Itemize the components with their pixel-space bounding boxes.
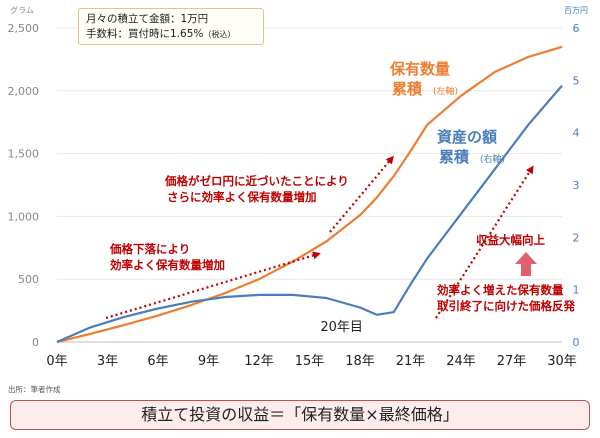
series-label-line1: 保有数量 [389,60,450,78]
annotation-arrows [105,155,537,320]
x-tick-label: 18年 [345,354,375,369]
series-label-line2: 累積 [439,148,470,166]
y-right-unit: 百万円 [564,6,588,15]
info-line-2-main: 手数料：買付時に1.65% [86,28,204,40]
x-tick-label: 3年 [97,354,118,369]
info-line-2: 手数料：買付時に1.65%（税込） [86,27,256,42]
up-arrow-icon [515,252,537,276]
info-line-1: 月々の積立て金額：1万円 [86,13,209,25]
dotted-arrow [329,155,394,233]
series-label-axis-note: (右軸) [480,153,505,165]
series-label-axis-note: (左軸) [433,85,458,97]
footer-formula: 積立て投資の収益＝「保有数量×最終価格」 [10,400,590,430]
series-label-line1: 資産の額 [437,128,497,146]
red-note-line1: 収益大幅向上 [476,233,545,247]
marker-label-20-years: 20年目 [320,320,363,335]
y-right-tick-label: 1 [573,284,580,297]
axes: 0 500 1,000 1,500 2,000 2,500 グラム 0 1 2 3 4 5 6 百万円 0年 3… [8,5,589,369]
x-tick-label: 9年 [198,354,219,369]
y-right-tick-label: 3 [573,179,580,192]
x-tick-label: 30年 [547,354,577,369]
source-note: 出所：筆者作成 [8,385,61,394]
x-tick-label: 15年 [295,354,325,369]
holdings-line [56,45,563,344]
x-tick-label: 24年 [446,354,476,369]
info-line-2-small: （税込） [203,30,236,39]
y-left-unit: グラム [10,5,34,15]
red-note-line1: 価格下落により [109,242,190,256]
info-box: 月々の積立て金額：1万円 手数料：買付時に1.65%（税込） [78,8,264,45]
x-tick-label: 0年 [46,354,67,369]
red-note-line2: 効率よく保有数量増加 [110,258,225,272]
y-left-tick-label: 1,500 [8,148,40,161]
x-tick-label: 21年 [396,354,426,369]
y-left-tick-label: 0 [32,336,39,349]
chart: 0 500 1,000 1,500 2,000 2,500 グラム 0 1 2 3 4 5 6 百万円 0年 3… [8,5,589,369]
y-right-tick-label: 5 [573,74,580,87]
dotted-arrow [105,251,321,320]
y-right-tick-label: 0 [573,336,580,349]
y-right-tick-label: 6 [573,22,580,35]
red-note-line1: 価格がゼロ円に近づいたことにより [164,174,349,188]
red-note-line2: さらに効率よく保有数量増加 [167,190,317,204]
series-label-line2: 累積 [392,80,423,98]
y-right-tick-label: 4 [573,127,580,140]
y-right-tick-label: 2 [573,231,580,244]
y-left-tick-label: 2,000 [8,85,40,98]
x-tick-label: 12年 [244,354,274,369]
y-left-tick-label: 500 [18,273,39,286]
red-note-line2: 取引終了に向けた価格反発 [437,299,575,313]
x-tick-label: 6年 [147,354,168,369]
red-note-line1: 効率よく増えた保有数量 [437,283,564,297]
asset-value-line [56,84,563,344]
x-tick-label: 27年 [497,354,527,369]
y-left-tick-label: 2,500 [8,22,40,35]
series-lines [56,45,563,344]
y-left-tick-label: 1,000 [8,210,40,223]
